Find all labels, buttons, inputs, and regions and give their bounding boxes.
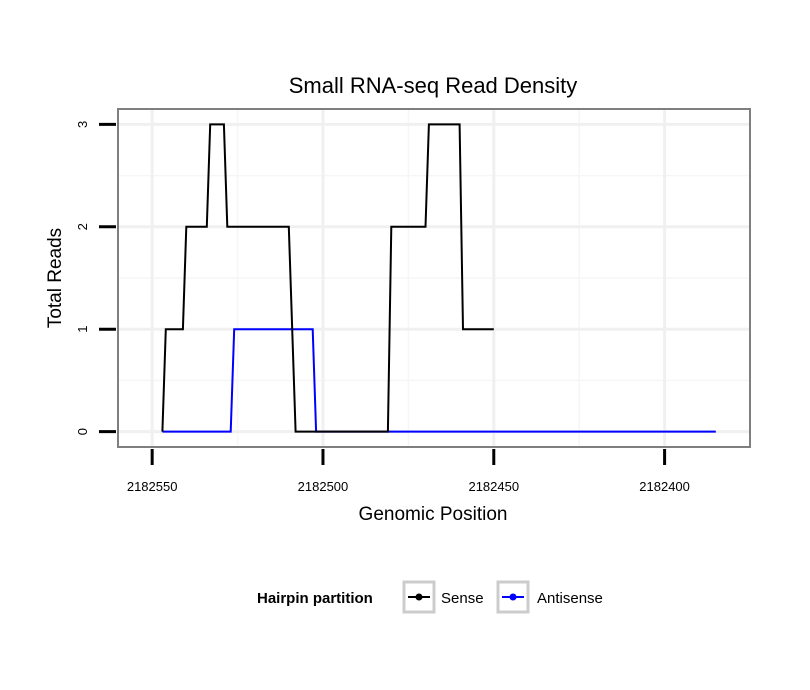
legend: Hairpin partition Sense Antisense (257, 580, 603, 614)
series-layer (161, 123, 716, 433)
x-tick-label: 2182550 (127, 479, 178, 494)
grid (118, 109, 751, 447)
legend-key-antisense (496, 580, 530, 614)
x-axis-ticks: 2182550 2182500 2182450 2182400 (127, 449, 690, 494)
x-tick-label: 2182400 (639, 479, 690, 494)
legend-point-sense (415, 593, 423, 601)
legend-label-antisense: Antisense (537, 590, 603, 607)
y-tick-label: 3 (75, 121, 90, 128)
plot-panel-border (117, 108, 751, 448)
legend-key-sense (402, 580, 436, 614)
x-axis-title: Genomic Position (359, 504, 508, 525)
legend-label-sense: Sense (441, 590, 484, 607)
y-tick-label: 2 (75, 223, 90, 230)
x-tick-label: 2182500 (298, 479, 349, 494)
chart-title: Small RNA-seq Read Density (289, 73, 578, 98)
y-axis-title: Total Reads (45, 228, 66, 328)
y-tick-label: 1 (75, 326, 90, 333)
y-tick-label: 0 (75, 428, 90, 435)
y-axis-ticks: 0 1 2 3 (75, 121, 116, 435)
series-line-sense (161, 123, 494, 433)
legend-point-antisense (509, 593, 517, 601)
x-tick-label: 2182450 (468, 479, 519, 494)
legend-title: Hairpin partition (257, 590, 373, 607)
